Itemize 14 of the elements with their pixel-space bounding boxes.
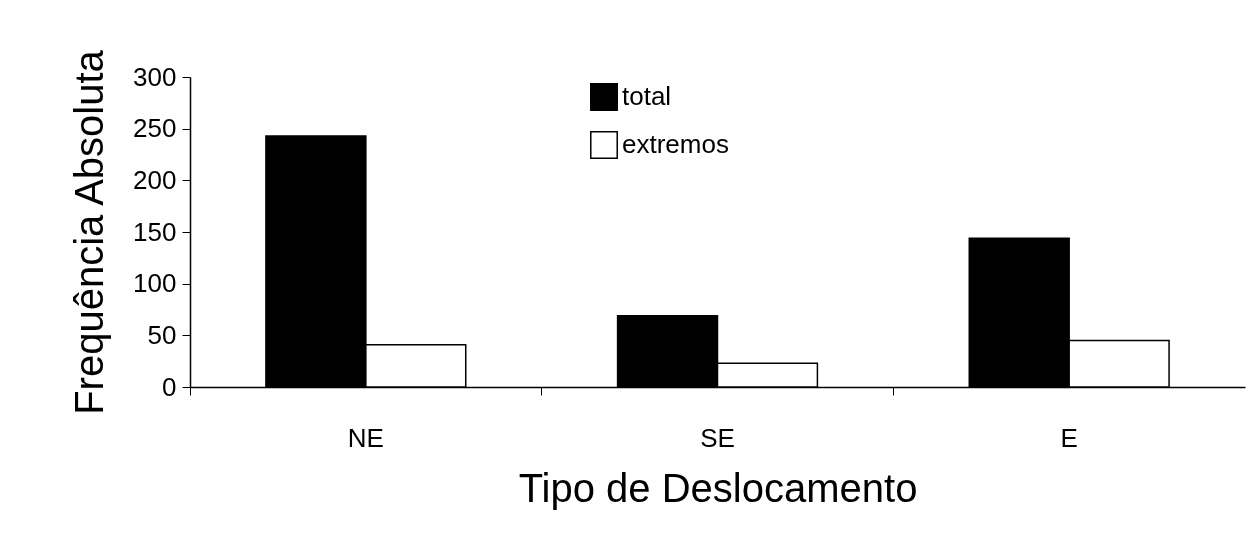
x-tick-label: NE [347,422,384,453]
x-axis-title: Tipo de Deslocamento [518,465,918,510]
y-tick-label: 300 [133,61,177,92]
y-tick-label: 0 [162,371,177,402]
x-tick-label: E [1060,422,1078,453]
y-axis-title: Frequência Absoluta [67,49,112,415]
legend-label: extremos [622,129,729,159]
y-tick-label: 50 [147,319,177,350]
legend-label: total [622,81,672,111]
y-tick-label: 150 [133,216,177,247]
x-tick-label: SE [700,422,735,453]
y-tick-label: 100 [133,268,177,299]
y-tick-label: 250 [133,113,177,144]
y-tick-label: 200 [133,164,177,195]
